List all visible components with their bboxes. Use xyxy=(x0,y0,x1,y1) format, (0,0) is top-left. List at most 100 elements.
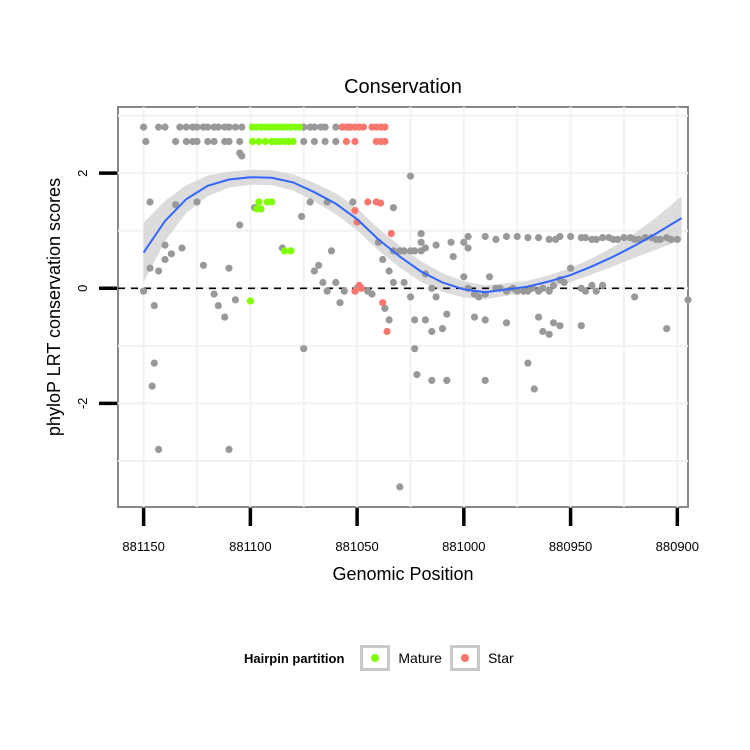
grid-lines xyxy=(118,107,688,507)
legend-key-star xyxy=(449,645,480,671)
smooth-line xyxy=(142,176,683,294)
data-point-other xyxy=(238,123,246,131)
data-point-other xyxy=(396,483,404,491)
data-point-other xyxy=(332,278,340,287)
data-point-other xyxy=(172,201,180,209)
data-point-other xyxy=(368,290,376,298)
data-point-other xyxy=(332,123,340,131)
data-point-other xyxy=(310,123,318,131)
data-point-other xyxy=(204,123,212,131)
data-point-other xyxy=(389,204,397,212)
data-point-other xyxy=(204,137,212,146)
data-point-other xyxy=(161,241,169,249)
data-point-other xyxy=(631,293,639,301)
data-point-other xyxy=(150,359,158,367)
data-point-other xyxy=(182,123,190,131)
data-point-other xyxy=(545,330,553,338)
data-point-other xyxy=(545,235,553,243)
data-point-other xyxy=(663,325,671,333)
data-point-other xyxy=(417,238,425,246)
data-point-other xyxy=(417,247,425,255)
y-axis-label: phyloP LRT conservation scores xyxy=(44,178,64,436)
data-point-other xyxy=(428,376,436,384)
data-point-other xyxy=(155,445,163,453)
data-point-other xyxy=(656,235,664,243)
data-point-other xyxy=(567,232,575,241)
data-point-other xyxy=(332,137,340,146)
data-point-star xyxy=(381,137,389,146)
data-point-other xyxy=(389,278,397,287)
data-point-other xyxy=(306,198,314,206)
data-point-star xyxy=(364,198,372,206)
data-point-other xyxy=(411,247,419,255)
data-point-star xyxy=(381,123,389,131)
data-point-other xyxy=(210,290,218,298)
data-point-other xyxy=(588,281,596,289)
data-point-other xyxy=(150,302,158,310)
data-point-other xyxy=(319,278,327,287)
data-point-other xyxy=(238,152,246,160)
legend-dot-mature xyxy=(371,654,380,662)
data-point-other xyxy=(140,123,148,131)
data-point-other xyxy=(432,241,440,249)
y-tick-label: 0 xyxy=(75,285,90,292)
data-point-mature xyxy=(287,247,295,255)
x-tick-label: 881150 xyxy=(122,539,164,554)
data-point-star xyxy=(359,123,368,131)
data-point-other xyxy=(567,264,575,272)
data-point-other xyxy=(539,327,547,336)
legend: Hairpin partition Mature Star xyxy=(244,644,522,672)
data-point-other xyxy=(406,172,415,180)
data-point-other xyxy=(421,316,429,324)
data-point-mature xyxy=(295,123,304,131)
data-point-other xyxy=(323,287,331,295)
data-point-other xyxy=(560,278,568,287)
data-point-other xyxy=(193,198,201,206)
data-point-other xyxy=(481,232,489,241)
data-point-other xyxy=(236,221,244,229)
x-tick-label: 881000 xyxy=(442,539,485,554)
data-point-other xyxy=(524,234,532,242)
data-point-other xyxy=(535,313,543,321)
data-point-other xyxy=(214,123,222,131)
data-point-other xyxy=(673,235,681,243)
data-point-other xyxy=(225,123,233,131)
data-point-other xyxy=(176,123,184,131)
data-point-other xyxy=(535,234,543,242)
data-point-other xyxy=(556,232,564,241)
y-tick-label: -2 xyxy=(75,398,90,410)
data-point-star xyxy=(351,137,359,146)
x-tick-label: 881100 xyxy=(229,539,271,554)
data-point-mature xyxy=(257,205,265,213)
data-point-other xyxy=(225,445,233,453)
data-point-other xyxy=(524,359,532,367)
data-point-other xyxy=(460,273,468,281)
data-point-star xyxy=(387,230,395,238)
data-point-mature xyxy=(289,137,297,146)
x-tick-label: 880950 xyxy=(549,539,592,554)
data-point-other xyxy=(577,322,585,330)
data-point-other xyxy=(614,235,622,243)
data-point-other xyxy=(411,316,419,324)
data-point-other xyxy=(182,137,190,146)
data-point-other xyxy=(298,212,306,220)
data-point-other xyxy=(300,137,308,146)
data-point-other xyxy=(620,234,628,242)
data-point-other xyxy=(581,287,590,295)
data-point-other xyxy=(385,316,393,324)
confidence-ribbon xyxy=(143,169,682,300)
data-point-other xyxy=(142,137,150,146)
data-point-other xyxy=(460,238,468,246)
data-point-other xyxy=(310,267,318,275)
data-point-other xyxy=(193,137,201,146)
data-point-other xyxy=(148,382,156,390)
data-point-other xyxy=(413,371,421,379)
data-point-other xyxy=(539,284,547,292)
data-point-other xyxy=(599,281,607,289)
chart-title: Conservation xyxy=(344,76,462,98)
data-point-other xyxy=(167,250,175,258)
data-point-other xyxy=(385,267,393,275)
data-point-mature xyxy=(261,137,269,146)
data-point-other xyxy=(381,304,389,312)
